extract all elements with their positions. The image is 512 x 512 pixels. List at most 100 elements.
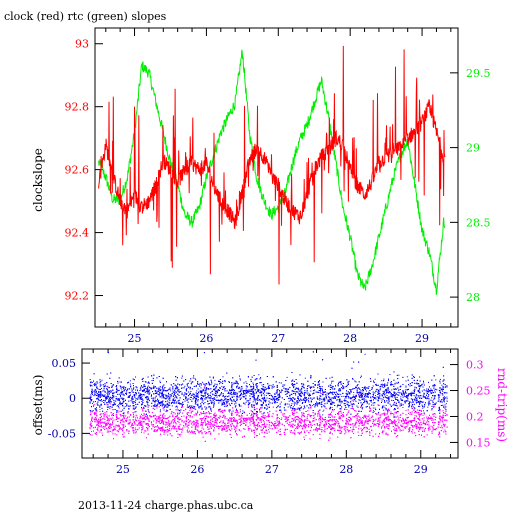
offset-series-point: [100, 404, 102, 406]
offset-series-point: [333, 397, 335, 399]
offset-series-point: [130, 388, 132, 390]
offset-series-point: [397, 391, 399, 393]
offset-series-point: [276, 385, 278, 387]
bottom-x-tick-label: 26: [190, 463, 204, 476]
offset-series-point: [358, 387, 360, 389]
offset-series-point: [421, 401, 423, 403]
offset-series-point: [444, 398, 446, 400]
offset-series-point: [153, 386, 155, 388]
offset-series-point: [197, 396, 199, 398]
offset-series-point: [241, 386, 242, 387]
offset-series-point: [150, 387, 152, 389]
offset-series-point: [234, 406, 236, 408]
offset-series-point: [145, 396, 147, 398]
offset-series-point: [212, 376, 214, 378]
offset-series-point: [292, 379, 294, 381]
offset-series-point: [319, 398, 321, 399]
offset-series-point: [297, 388, 299, 390]
offset-series-point: [192, 381, 194, 383]
offset-series-point: [428, 400, 430, 402]
offset-series-point: [360, 390, 362, 392]
offset-series-point: [181, 387, 183, 389]
offset-series-point: [422, 396, 424, 398]
offset-series-point: [214, 383, 216, 385]
offset-series-point: [383, 405, 385, 407]
offset-series-point: [176, 401, 178, 403]
offset-series-point: [160, 404, 161, 406]
offset-series-point: [193, 393, 195, 395]
offset-series: [89, 351, 448, 420]
offset-series-point: [208, 403, 210, 404]
offset-series-point: [339, 389, 341, 391]
offset-series-point: [179, 384, 180, 386]
offset-series-point: [125, 387, 127, 389]
offset-series-point: [170, 396, 172, 398]
offset-series-point: [104, 395, 106, 397]
offset-series-point: [93, 395, 95, 397]
offset-series-point: [254, 413, 255, 415]
offset-series-point: [263, 397, 265, 399]
offset-series-point: [197, 400, 199, 402]
offset-series-point: [238, 404, 240, 406]
offset-series-point: [165, 401, 167, 403]
offset-series-point: [259, 399, 261, 401]
offset-series-point: [164, 404, 166, 406]
offset-series-point: [335, 391, 337, 393]
offset-series-point: [236, 392, 238, 394]
offset-series-point: [273, 386, 275, 388]
offset-series-point: [317, 381, 319, 383]
offset-series-point: [428, 401, 430, 403]
offset-series-point: [200, 384, 202, 386]
offset-series-point: [290, 397, 292, 399]
offset-series-point: [438, 389, 440, 391]
offset-series-point: [325, 397, 327, 399]
offset-series-point: [113, 395, 115, 397]
offset-series-point: [186, 385, 188, 387]
offset-series-point: [157, 398, 158, 400]
offset-series-point: [237, 388, 239, 389]
offset-series-point: [233, 382, 235, 384]
offset-series-point: [195, 385, 197, 387]
offset-series-point: [163, 384, 165, 386]
offset-series-point: [412, 401, 414, 403]
offset-series-point: [308, 385, 310, 387]
offset-series-point: [99, 381, 101, 383]
offset-series-point: [174, 401, 176, 403]
offset-series-point: [356, 390, 358, 392]
offset-series-point: [310, 375, 312, 377]
offset-series-point: [229, 404, 231, 406]
offset-series-point: [99, 395, 101, 397]
offset-series-point: [341, 396, 343, 397]
offset-series-point: [160, 409, 161, 411]
offset-series-point: [191, 406, 193, 408]
offset-series-point: [277, 389, 279, 391]
offset-series-point: [154, 398, 156, 400]
offset-series-point: [342, 385, 344, 387]
offset-series-point: [174, 388, 176, 390]
offset-series-point: [252, 390, 254, 392]
offset-series-point: [165, 395, 167, 397]
offset-series-point: [94, 389, 96, 391]
offset-series-point: [228, 399, 230, 401]
offset-series-point: [412, 404, 414, 405]
offset-series-point: [293, 393, 295, 394]
offset-series-point: [99, 406, 101, 408]
offset-series-point: [440, 388, 442, 390]
offset-series-point: [99, 399, 101, 401]
offset-series-point: [307, 392, 309, 394]
offset-series-point: [109, 377, 111, 379]
offset-series-point: [360, 375, 362, 377]
offset-series-point: [363, 398, 365, 400]
offset-series-point: [261, 391, 263, 393]
offset-series-point: [377, 400, 379, 402]
offset-series-point: [211, 382, 213, 384]
offset-series-point: [107, 409, 109, 411]
offset-series-point: [106, 382, 108, 384]
offset-series-point: [154, 396, 156, 398]
offset-series-point: [442, 390, 444, 392]
offset-series-point: [376, 388, 378, 390]
offset-series-point: [387, 397, 389, 399]
offset-series-point: [223, 405, 225, 407]
offset-series-point: [124, 406, 126, 408]
offset-series-point: [281, 397, 283, 399]
